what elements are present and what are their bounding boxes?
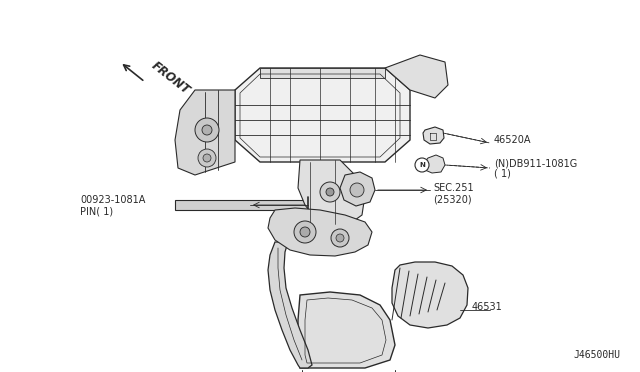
Polygon shape bbox=[260, 68, 385, 78]
Circle shape bbox=[294, 221, 316, 243]
Polygon shape bbox=[175, 200, 310, 210]
Text: J46500HU: J46500HU bbox=[573, 350, 620, 360]
Text: FRONT: FRONT bbox=[149, 59, 193, 97]
Polygon shape bbox=[423, 127, 444, 144]
Circle shape bbox=[203, 154, 211, 162]
Polygon shape bbox=[298, 292, 395, 368]
Polygon shape bbox=[424, 155, 445, 173]
Circle shape bbox=[195, 118, 219, 142]
Text: PIN( 1): PIN( 1) bbox=[80, 206, 113, 216]
Circle shape bbox=[415, 158, 429, 172]
Polygon shape bbox=[298, 160, 365, 225]
Polygon shape bbox=[385, 55, 448, 98]
Circle shape bbox=[336, 234, 344, 242]
Text: (25320): (25320) bbox=[433, 194, 472, 204]
Text: SEC.251: SEC.251 bbox=[433, 183, 474, 193]
Polygon shape bbox=[268, 242, 312, 368]
Polygon shape bbox=[268, 208, 372, 256]
Polygon shape bbox=[235, 68, 410, 162]
Text: 46520A: 46520A bbox=[494, 135, 531, 145]
Polygon shape bbox=[392, 262, 468, 328]
Polygon shape bbox=[175, 90, 235, 175]
Circle shape bbox=[331, 229, 349, 247]
Circle shape bbox=[326, 188, 334, 196]
Circle shape bbox=[202, 125, 212, 135]
Text: ( 1): ( 1) bbox=[494, 169, 511, 179]
Text: 00923-1081A: 00923-1081A bbox=[80, 195, 145, 205]
Circle shape bbox=[300, 227, 310, 237]
Text: 46531: 46531 bbox=[472, 302, 503, 312]
Text: (N)DB911-1081G: (N)DB911-1081G bbox=[494, 158, 577, 168]
Circle shape bbox=[350, 183, 364, 197]
Text: N: N bbox=[419, 162, 425, 168]
Polygon shape bbox=[340, 172, 375, 206]
Circle shape bbox=[320, 182, 340, 202]
Circle shape bbox=[198, 149, 216, 167]
